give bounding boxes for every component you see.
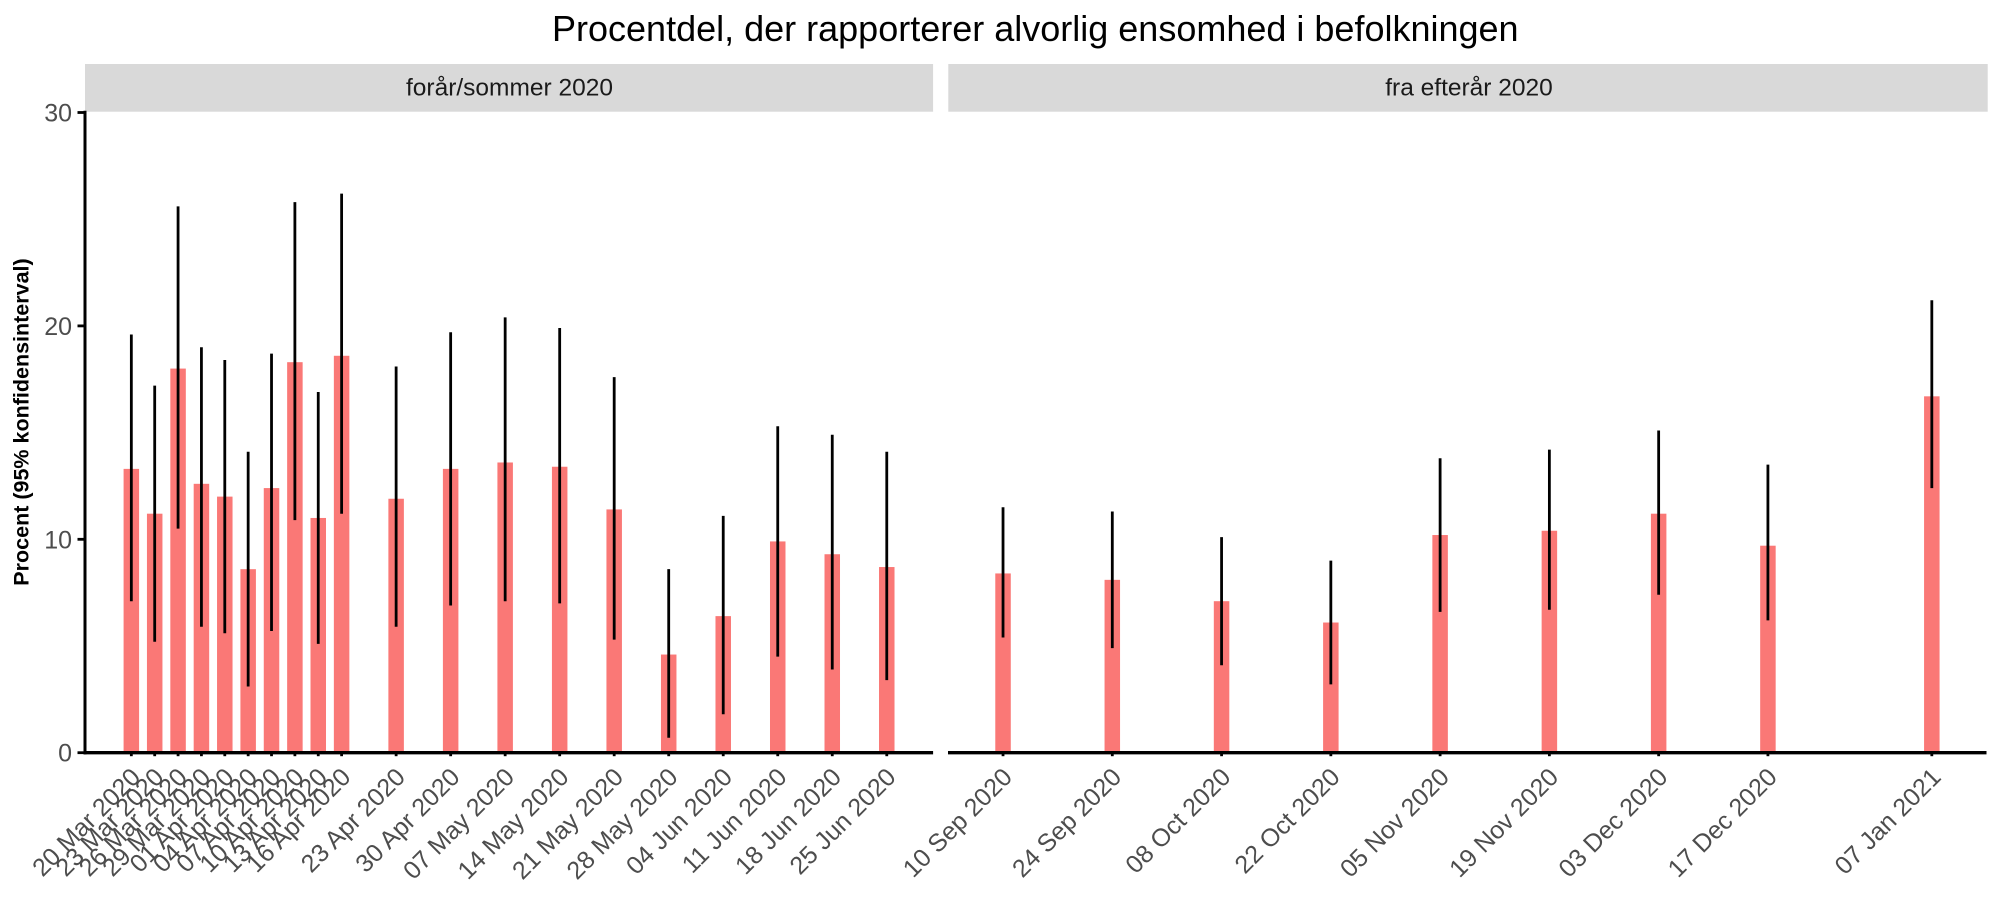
svg-text:0: 0 <box>58 740 72 768</box>
svg-text:10: 10 <box>44 526 72 554</box>
svg-text:forår/sommer 2020: forår/sommer 2020 <box>406 75 613 102</box>
svg-text:fra efterår 2020: fra efterår 2020 <box>1385 75 1553 102</box>
svg-text:Procent (95% konfidensinterval: Procent (95% konfidensinterval) <box>10 258 34 585</box>
svg-text:Procentdel, der rapporterer al: Procentdel, der rapporterer alvorlig ens… <box>552 8 1519 49</box>
svg-text:30: 30 <box>44 100 72 128</box>
svg-text:20: 20 <box>44 313 72 341</box>
